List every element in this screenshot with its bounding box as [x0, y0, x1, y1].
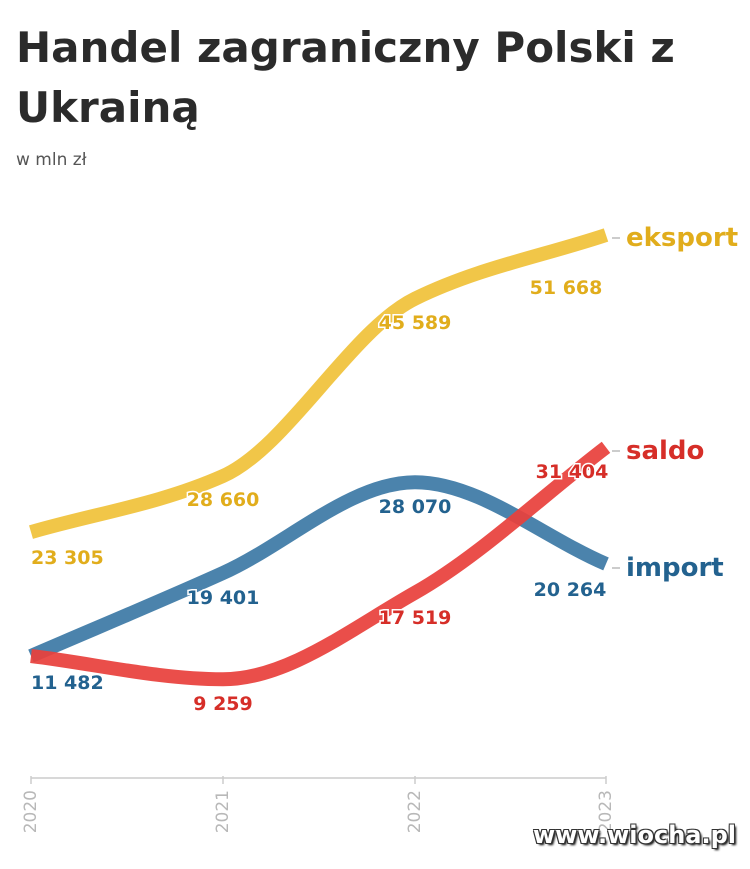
- chart-subtitle: w mln zł: [16, 150, 87, 170]
- series-label-import: import: [626, 553, 724, 583]
- data-label-eksport: 23 305: [31, 547, 104, 569]
- x-tick-label: 2023: [596, 790, 616, 833]
- data-label-import: 20 264: [534, 579, 607, 601]
- x-tick-label: 2022: [405, 790, 425, 833]
- data-label-saldo: 9 259: [193, 693, 253, 715]
- data-label-eksport: 28 660: [187, 489, 260, 511]
- data-label-import: 11 482: [31, 672, 104, 694]
- series-label-saldo: saldo: [626, 436, 704, 466]
- data-label-eksport: 51 668: [530, 277, 603, 299]
- series-line-import: [28, 475, 609, 663]
- series-line-saldo: [30, 441, 611, 687]
- data-label-import: 19 401: [187, 587, 260, 609]
- chart-title: Handel zagraniczny Polski z Ukrainą: [16, 23, 675, 132]
- data-label-import: 28 070: [379, 496, 452, 518]
- data-label-saldo: 31 404: [536, 461, 609, 483]
- x-tick-label: 2021: [213, 790, 233, 833]
- series-label-eksport: eksport: [626, 223, 738, 253]
- x-tick-label: 2020: [21, 790, 41, 833]
- watermark: www.wiocha.pl: [532, 821, 736, 849]
- data-label-eksport: 45 589: [379, 312, 452, 334]
- series-line-eksport: [29, 228, 609, 539]
- data-label-saldo: 17 519: [379, 607, 452, 629]
